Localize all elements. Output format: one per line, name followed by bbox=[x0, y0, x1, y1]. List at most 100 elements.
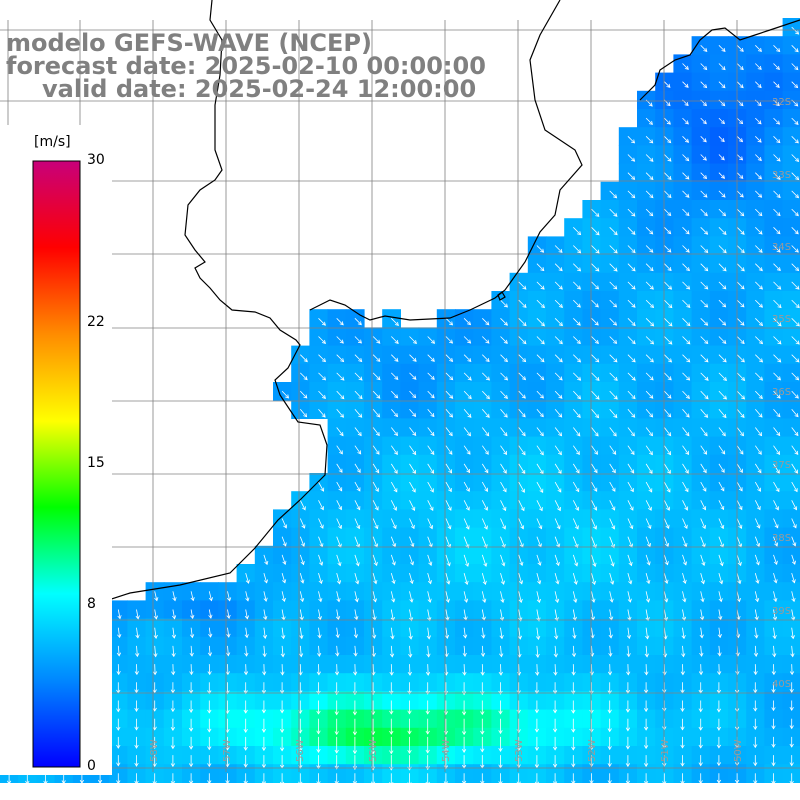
wind-arrow bbox=[609, 281, 618, 290]
wind-arrow bbox=[500, 518, 506, 530]
wind-arrow bbox=[771, 700, 776, 712]
wind-arrow bbox=[245, 591, 250, 602]
wind-arrow bbox=[754, 554, 760, 566]
wind-arrow bbox=[736, 481, 743, 492]
wind-arrow bbox=[627, 190, 636, 199]
wind-arrow bbox=[700, 427, 708, 437]
wind-arrow bbox=[116, 718, 121, 731]
wind-arrow bbox=[534, 682, 540, 695]
wind-arrow bbox=[736, 427, 744, 437]
wind-arrow bbox=[391, 390, 399, 399]
wind-arrow bbox=[773, 190, 781, 199]
wind-arrow bbox=[771, 736, 776, 748]
wind-arrow bbox=[607, 773, 612, 785]
wind-speed-cell bbox=[782, 327, 800, 347]
wind-arrow bbox=[625, 773, 631, 785]
wind-arrow bbox=[535, 627, 541, 640]
wind-arrow bbox=[609, 463, 616, 474]
wind-arrow bbox=[536, 591, 541, 604]
wind-arrow bbox=[372, 554, 378, 567]
wind-arrow bbox=[244, 627, 249, 639]
wind-arrow bbox=[609, 245, 618, 254]
wind-arrow bbox=[609, 445, 617, 455]
wind-arrow bbox=[680, 736, 685, 749]
wind-arrow bbox=[462, 645, 467, 658]
wind-arrow bbox=[498, 664, 503, 676]
wind-arrow bbox=[279, 773, 285, 786]
wind-speed-field bbox=[0, 18, 800, 783]
wind-arrow bbox=[535, 664, 540, 676]
wind-arrow bbox=[591, 208, 600, 217]
wind-arrow bbox=[500, 572, 505, 585]
wind-arrow bbox=[170, 773, 176, 785]
wind-arrow bbox=[480, 682, 485, 696]
wind-arrow bbox=[627, 427, 635, 437]
wind-arrow bbox=[791, 227, 799, 235]
wind-arrow bbox=[682, 208, 690, 217]
wind-arrow bbox=[755, 336, 764, 345]
wind-arrow bbox=[336, 354, 345, 363]
wind-arrow bbox=[607, 736, 612, 751]
forecast-date-title: forecast date: 2025-02-10 00:00:00 bbox=[6, 52, 486, 80]
wind-arrow bbox=[299, 409, 308, 418]
wind-arrow bbox=[500, 500, 507, 512]
wind-arrow bbox=[682, 172, 690, 180]
wind-arrow bbox=[536, 263, 545, 272]
wind-arrow bbox=[536, 500, 543, 512]
wind-arrow bbox=[664, 281, 673, 290]
wind-arrow bbox=[791, 390, 799, 399]
wind-arrow bbox=[591, 427, 599, 437]
wind-speed-cell bbox=[782, 72, 800, 92]
wind-arrow bbox=[717, 664, 722, 676]
wind-arrow bbox=[262, 664, 267, 676]
wind-arrow bbox=[771, 718, 776, 730]
wind-arrow bbox=[389, 664, 394, 676]
wind-arrow bbox=[463, 591, 469, 603]
wind-arrow bbox=[773, 572, 778, 584]
wind-arrow bbox=[536, 336, 545, 345]
wind-speed-cell bbox=[782, 36, 800, 55]
wind-arrow bbox=[390, 518, 397, 530]
latitude-label: 36S bbox=[772, 387, 791, 398]
wind-arrow bbox=[316, 664, 321, 676]
wind-arrow bbox=[645, 372, 654, 381]
wind-arrow bbox=[773, 591, 778, 603]
wind-speed-cell bbox=[782, 363, 800, 383]
wind-arrow bbox=[571, 755, 576, 768]
wind-arrow bbox=[554, 263, 563, 272]
wind-arrow bbox=[500, 390, 508, 399]
wind-arrow bbox=[518, 481, 525, 493]
wind-arrow bbox=[609, 336, 618, 344]
wind-arrow bbox=[791, 554, 796, 565]
wind-arrow bbox=[736, 45, 744, 52]
wind-arrow bbox=[589, 718, 594, 733]
wind-arrow bbox=[664, 245, 672, 253]
wind-arrow bbox=[791, 172, 800, 181]
wind-arrow bbox=[425, 755, 430, 771]
wind-arrow bbox=[299, 518, 306, 529]
wind-arrow bbox=[791, 336, 800, 345]
wind-arrow bbox=[353, 645, 358, 657]
wind-arrow bbox=[736, 154, 744, 161]
wind-arrow bbox=[299, 554, 305, 566]
wind-arrow bbox=[662, 773, 667, 786]
wind-arrow bbox=[773, 390, 781, 399]
wind-arrow bbox=[700, 481, 707, 492]
wind-arrow bbox=[736, 591, 741, 603]
colorbar-tick-label: 22 bbox=[87, 313, 105, 330]
wind-arrow bbox=[500, 409, 508, 418]
wind-arrow bbox=[407, 700, 412, 715]
wind-arrow bbox=[134, 718, 139, 731]
wind-arrow bbox=[736, 208, 745, 217]
wind-arrow bbox=[281, 591, 286, 603]
wind-arrow bbox=[481, 591, 487, 603]
wind-arrow bbox=[152, 700, 157, 712]
wind-arrow bbox=[243, 682, 248, 695]
wind-arrow bbox=[700, 45, 708, 52]
wind-arrow bbox=[518, 318, 527, 327]
wind-arrow bbox=[480, 664, 485, 676]
wind-arrow bbox=[718, 372, 727, 381]
wind-arrow bbox=[790, 627, 795, 640]
wind-arrow bbox=[463, 445, 471, 455]
wind-arrow bbox=[627, 281, 636, 290]
